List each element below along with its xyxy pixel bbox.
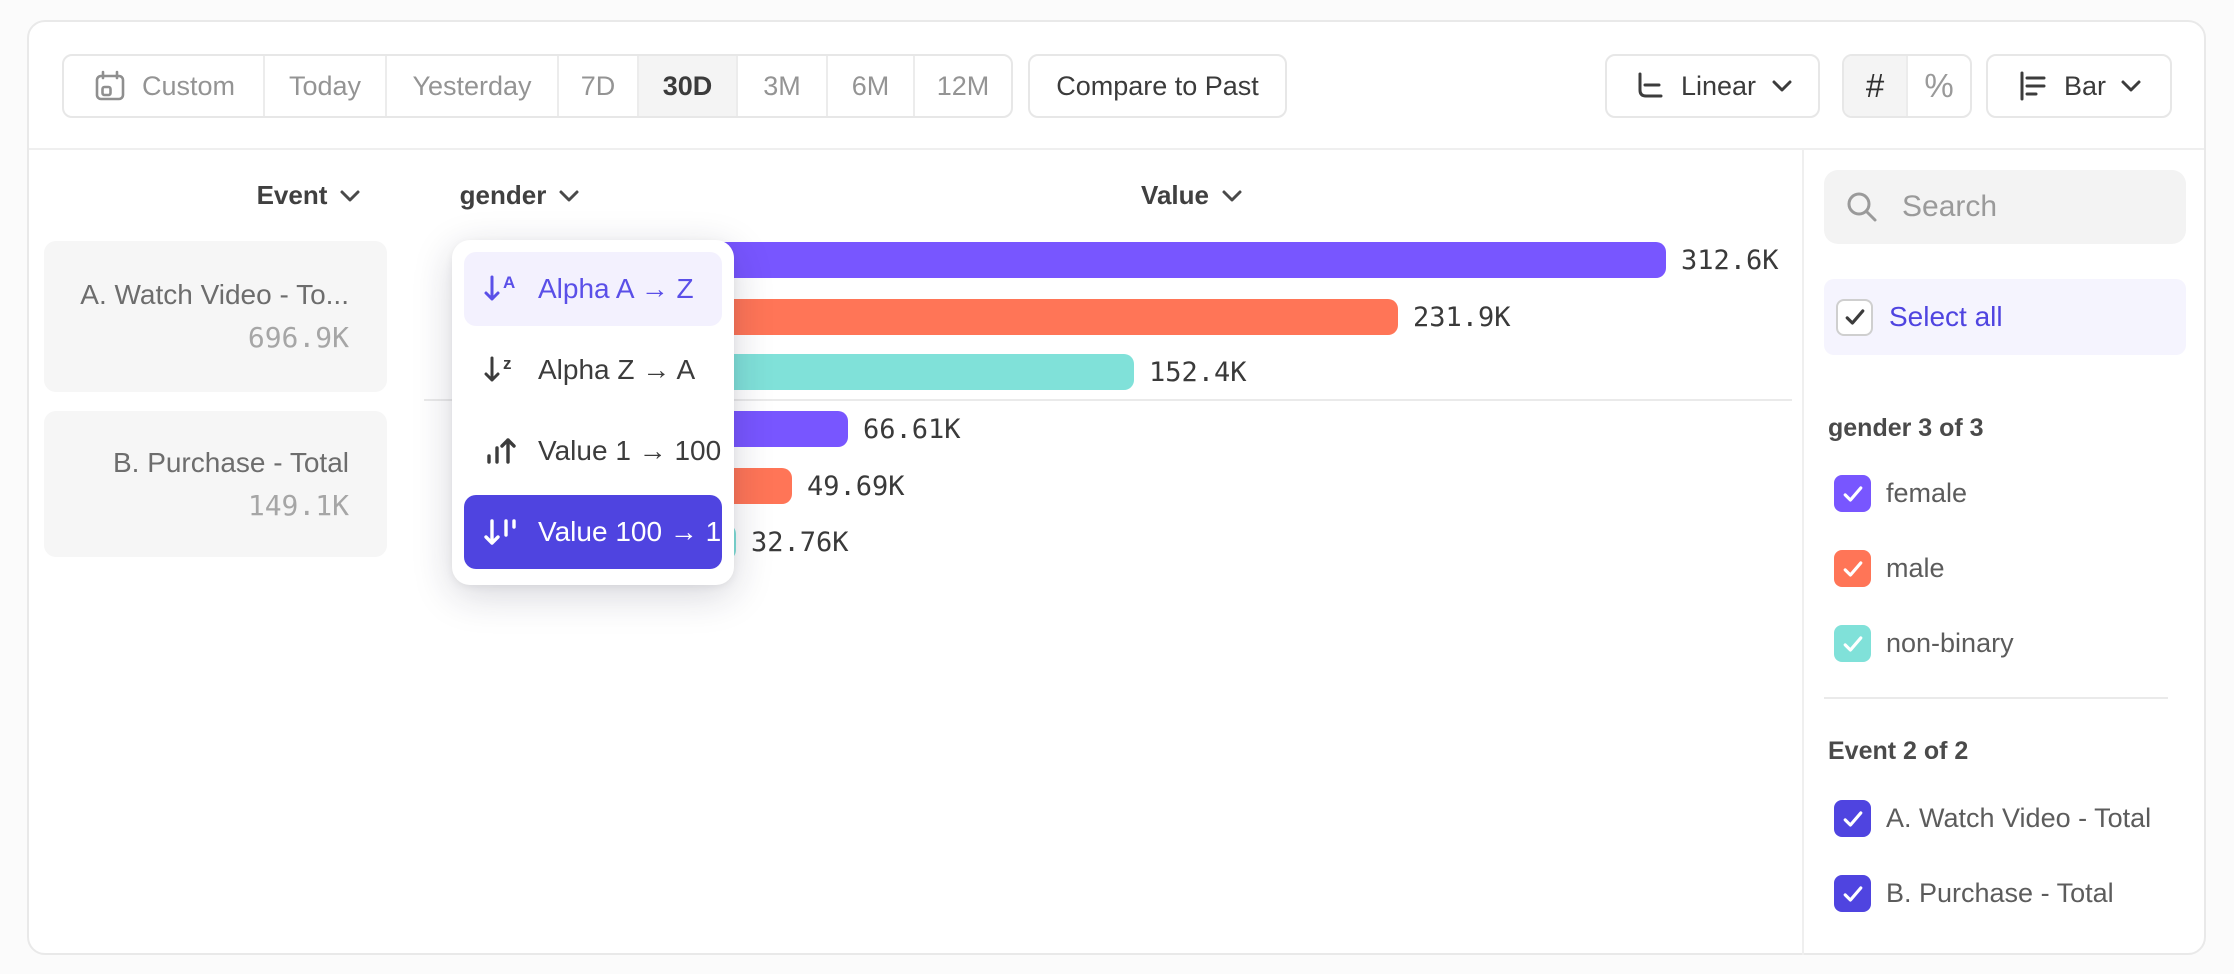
svg-text:A: A: [503, 273, 515, 292]
date-range-6m[interactable]: 6M: [828, 56, 915, 116]
menu-item-value-desc[interactable]: Value 100 → 1: [464, 495, 722, 569]
sort-value-asc-icon: [487, 438, 516, 464]
search-input[interactable]: Search: [1824, 170, 2186, 244]
chevron-down-icon: [1772, 80, 1792, 92]
chevron-down-icon: [2121, 80, 2141, 92]
event-card-a[interactable]: A. Watch Video - To... 696.9K: [44, 241, 387, 392]
filter-item-event-a[interactable]: A. Watch Video - Total: [1834, 800, 2151, 837]
column-header-value[interactable]: Value: [1082, 180, 1302, 211]
date-range-selector: Custom Today Yesterday 7D 30D 3M 6M 12M: [62, 54, 1013, 118]
sort-alpha-asc-icon: A: [484, 273, 515, 301]
filter-item-event-b[interactable]: B. Purchase - Total: [1834, 875, 2114, 912]
menu-item-value-asc[interactable]: Value 1 → 100: [464, 414, 722, 488]
svg-text:z: z: [503, 354, 512, 373]
event-total: 149.1K: [247, 488, 349, 522]
bar-value-label: 32.76K: [751, 526, 849, 558]
date-range-custom[interactable]: Custom: [64, 56, 265, 116]
bar-value-label: 231.9K: [1413, 301, 1511, 333]
bar-female[interactable]: [627, 242, 1666, 278]
checkbox-event-b[interactable]: [1834, 875, 1871, 912]
check-icon: [1843, 810, 1862, 827]
search-placeholder: Search: [1902, 190, 1998, 223]
sort-dropdown-menu: A Alpha A → Z z Alpha Z → A Value 1 → 10…: [452, 240, 734, 585]
breakdown-sidebar: Search Select all gender 3 of 3 female m…: [1802, 150, 2206, 955]
sort-alpha-desc-icon: z: [484, 354, 512, 382]
date-range-today[interactable]: Today: [265, 56, 387, 116]
date-range-30d[interactable]: 30D: [639, 56, 738, 116]
column-header-gender[interactable]: gender: [410, 180, 630, 211]
menu-item-alpha-asc[interactable]: A Alpha A → Z: [464, 252, 722, 326]
select-all-row[interactable]: Select all: [1824, 279, 2186, 355]
bar-value-label: 312.6K: [1681, 244, 1779, 276]
percent-icon: %: [1924, 67, 1954, 104]
bar-male[interactable]: [627, 299, 1398, 335]
select-all-label: Select all: [1889, 301, 2003, 332]
event-name: A. Watch Video - To...: [80, 279, 349, 310]
chart-type-button[interactable]: Bar: [1986, 54, 2172, 118]
menu-item-alpha-desc[interactable]: z Alpha Z → A: [464, 333, 722, 407]
check-icon: [1843, 560, 1862, 577]
check-icon: [1845, 309, 1864, 325]
toolbar: Custom Today Yesterday 7D 30D 3M 6M 12M …: [29, 22, 2204, 150]
percent-toggle[interactable]: %: [1908, 56, 1970, 116]
gender-group-title: gender 3 of 3: [1828, 414, 1984, 442]
column-header-event[interactable]: Event: [199, 180, 419, 211]
bar-chart-icon: [2020, 71, 2046, 101]
chevron-down-icon: [340, 190, 360, 201]
chevron-down-icon: [1222, 190, 1242, 201]
search-icon: [1847, 192, 1877, 222]
checkbox-event-a[interactable]: [1834, 800, 1871, 837]
check-icon: [1843, 635, 1862, 652]
group-divider: [424, 399, 1792, 401]
check-icon: [1843, 885, 1862, 902]
bar-value-label: 152.4K: [1149, 356, 1247, 388]
bar-value-label: 49.69K: [807, 470, 905, 502]
select-all-checkbox[interactable]: [1836, 298, 1873, 336]
event-group-title: Event 2 of 2: [1828, 737, 1969, 765]
check-icon: [1843, 485, 1862, 502]
sidebar-divider: [1824, 697, 2168, 699]
calendar-icon: [95, 70, 125, 101]
linear-axis-icon: [1638, 72, 1663, 98]
date-range-3m[interactable]: 3M: [738, 56, 828, 116]
absolute-numbers-toggle[interactable]: #: [1844, 56, 1908, 116]
report-card: Custom Today Yesterday 7D 30D 3M 6M 12M …: [27, 20, 2206, 955]
bar-row: 312.6K: [627, 242, 1779, 278]
bar-row: 231.9K: [627, 299, 1511, 335]
chevron-down-icon: [559, 190, 579, 201]
sort-value-desc-icon: [484, 519, 516, 545]
date-range-yesterday[interactable]: Yesterday: [387, 56, 559, 116]
date-range-7d[interactable]: 7D: [559, 56, 639, 116]
date-range-label: Custom: [141, 70, 236, 101]
checkbox-male[interactable]: [1834, 550, 1871, 587]
scale-selector-button[interactable]: Linear: [1605, 54, 1820, 118]
event-card-b[interactable]: B. Purchase - Total 149.1K: [44, 411, 387, 557]
value-format-toggle: # %: [1842, 54, 1972, 118]
date-range-12m[interactable]: 12M: [936, 70, 990, 101]
compare-to-past-button[interactable]: Compare to Past: [1028, 54, 1287, 118]
hash-icon: #: [1865, 67, 1885, 104]
filter-item-non-binary[interactable]: non-binary: [1834, 625, 2014, 662]
filter-item-male[interactable]: male: [1834, 550, 1945, 587]
event-name: B. Purchase - Total: [112, 446, 349, 478]
checkbox-non-binary[interactable]: [1834, 625, 1871, 662]
bar-value-label: 66.61K: [863, 413, 961, 445]
checkbox-female[interactable]: [1834, 475, 1871, 512]
event-total: 696.9K: [247, 321, 349, 354]
filter-item-female[interactable]: female: [1834, 475, 1967, 512]
